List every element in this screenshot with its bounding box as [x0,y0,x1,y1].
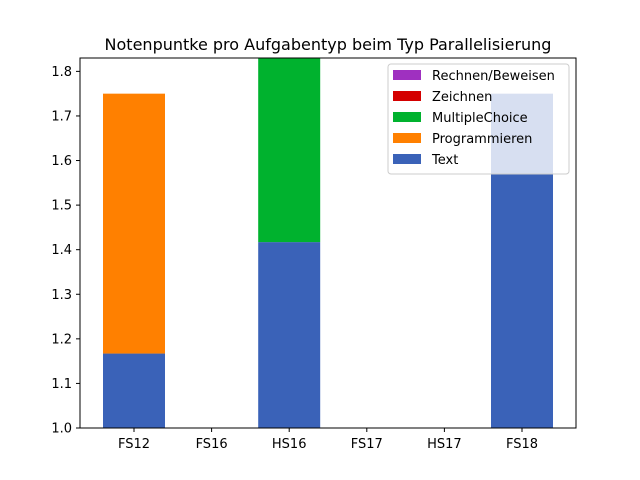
legend-swatch [393,154,421,164]
x-tick-label: FS18 [506,437,538,452]
bars-group [103,58,553,428]
x-tick-label: HS17 [427,437,462,452]
legend-swatch [393,133,421,143]
y-tick-label: 1.3 [51,288,72,303]
y-axis: 1.0 1.1 1.2 1.3 1.4 1.5 1.6 1.7 1.8 [51,65,80,437]
legend-swatch [393,70,421,80]
bar-fs12-programmieren [103,93,165,354]
legend-label: Text [431,153,458,168]
x-tick-label: FS17 [351,437,383,452]
bar-fs12-text [103,353,165,428]
x-tick-label: HS16 [272,437,307,452]
legend-box [387,63,570,175]
bar-hs16-multiplechoice [258,58,321,243]
x-tick-label: FS12 [118,437,150,452]
legend-swatch [393,91,421,101]
x-axis: FS12 FS16 HS16 FS17 HS17 FS18 [118,428,538,452]
x-tick-label: FS16 [196,437,228,452]
y-tick-label: 1.8 [51,65,72,80]
legend-swatch [393,112,421,122]
y-tick-label: 1.6 [51,154,72,169]
y-tick-label: 1.2 [51,332,72,347]
y-tick-label: 1.5 [51,199,72,214]
legend-label: Zeichnen [432,90,492,105]
bar-hs16-text [258,242,321,428]
legend-label: Programmieren [432,132,532,147]
y-tick-label: 1.0 [51,422,72,437]
y-tick-label: 1.1 [51,377,72,392]
y-tick-label: 1.4 [51,243,72,258]
chart-title: Notenpuntke pro Aufgabentyp beim Typ Par… [105,35,552,54]
legend-label: MultipleChoice [432,111,528,126]
legend-label: Rechnen/Beweisen [432,69,555,84]
axes-frame [79,57,577,429]
legend: Rechnen/Beweisen Zeichnen MultipleChoice Pr… [387,63,570,175]
y-tick-label: 1.7 [51,109,72,124]
